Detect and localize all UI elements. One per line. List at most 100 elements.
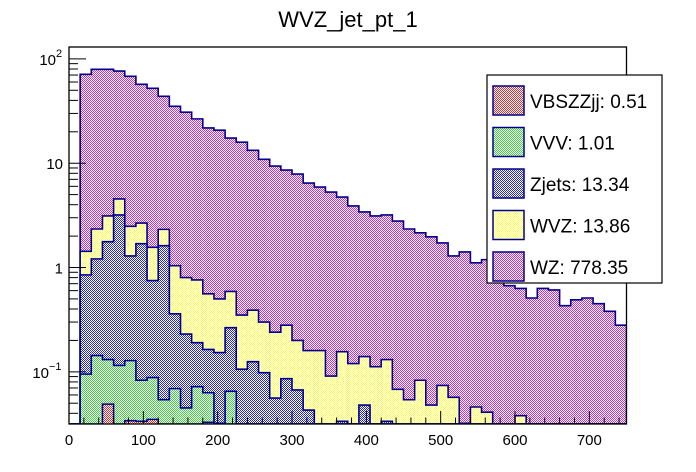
bar-zjets-bin-2 <box>91 258 103 424</box>
bar-wz-bin-21 <box>303 183 315 424</box>
series-zjets <box>69 214 627 424</box>
bar-wz-bin-36 <box>470 262 482 424</box>
bar-wz-bin-37 <box>481 259 493 424</box>
bar-wz-bin-27 <box>370 215 382 424</box>
bar-zjets-bin-13 <box>213 352 226 424</box>
bar-wz-bin-14 <box>225 138 237 424</box>
bar-wz-bin-41 <box>526 298 538 424</box>
outline-wvz <box>69 198 627 424</box>
y-tick-exponent: −1 <box>49 361 62 373</box>
bar-wvz-bin-36 <box>470 406 482 424</box>
bar-vvv-bin-1 <box>80 374 92 424</box>
bar-wvz-bin-22 <box>314 350 326 424</box>
x-tick-label: 0 <box>65 432 73 449</box>
bar-wz-bin-49 <box>615 325 627 424</box>
bar-wz-bin-20 <box>292 174 304 424</box>
bar-wz-bin-10 <box>180 112 192 424</box>
bar-wz-bin-29 <box>392 221 404 424</box>
bar-zjets-bin-8 <box>158 245 170 424</box>
bar-vvv-bin-5 <box>124 360 136 424</box>
chart-title: WVZ_jet_pt_1 <box>278 7 417 32</box>
legend-entry-wz: WZ: 778.35 <box>492 251 628 282</box>
bar-wvz-bin-30 <box>403 399 415 424</box>
bar-vbszzjj-bin-3 <box>102 404 114 424</box>
bar-wvz-bin-28 <box>381 359 393 424</box>
legend-label: VVV: 1.01 <box>530 134 615 155</box>
bar-wz-bin-40 <box>515 288 527 424</box>
y-tick-base: 10 <box>32 365 49 382</box>
bar-zjets-bin-4 <box>113 214 125 424</box>
bar-wz-bin-13 <box>213 130 226 424</box>
bar-wvz-bin-31 <box>414 380 426 424</box>
bar-zjets-bin-3 <box>102 241 114 424</box>
bar-wz-bin-44 <box>559 305 571 424</box>
legend-swatch-wvz <box>492 209 525 241</box>
bar-zjets-bin-24 <box>336 421 348 424</box>
legend-swatch-wz <box>492 251 525 282</box>
bar-wvz-bin-40 <box>515 415 527 424</box>
bar-zjets-bin-9 <box>169 313 181 424</box>
y-tick-label: 1 <box>55 261 63 278</box>
bar-wz-bin-23 <box>325 192 337 424</box>
bar-vvv-bin-3 <box>102 359 114 424</box>
legend-swatch-vvv <box>492 126 525 158</box>
legend-label: WZ: 778.35 <box>530 258 628 279</box>
bar-vbszzjj-bin-7 <box>147 419 159 424</box>
bar-wz-bin-35 <box>459 251 471 424</box>
y-tick-label: 10 −1 <box>32 361 61 382</box>
legend-swatch-vbszzjj <box>492 85 525 116</box>
bar-wz-bin-25 <box>347 205 359 424</box>
series-vvv <box>69 354 627 424</box>
bar-wvz-bin-27 <box>370 366 382 424</box>
x-tick-label: 700 <box>577 432 602 449</box>
bar-wz-bin-32 <box>425 236 437 424</box>
x-tick-label: 300 <box>279 432 304 449</box>
legend-label: WVZ: 13.86 <box>530 217 630 238</box>
bar-zjets-bin-7 <box>147 280 159 424</box>
bar-zjets-bin-20 <box>292 389 304 424</box>
outline-wz <box>69 68 627 424</box>
bar-zjets-bin-11 <box>191 342 203 424</box>
bar-vvv-bin-9 <box>169 388 181 424</box>
bar-wz-bin-12 <box>202 127 214 424</box>
bar-wz-bin-15 <box>236 142 248 424</box>
bar-wvz-bin-18 <box>269 332 281 424</box>
legend-entry-vbszzjj: VBSZZjj: 0.51 <box>492 85 647 116</box>
bar-vvv-bin-4 <box>113 365 125 424</box>
bar-vvv-bin-2 <box>91 355 103 424</box>
bar-zjets-bin-6 <box>135 243 148 424</box>
bar-wz-bin-30 <box>403 228 415 424</box>
y-tick-exponent: 2 <box>56 48 62 60</box>
bar-vvv-bin-10 <box>180 407 192 424</box>
bar-vvv-bin-8 <box>158 399 170 424</box>
bar-vvv-bin-7 <box>147 377 159 424</box>
y-tick-base: 10 <box>39 52 56 69</box>
bar-wz-bin-31 <box>414 232 426 424</box>
bar-vvv-bin-11 <box>191 386 203 424</box>
bar-zjets-bin-18 <box>269 398 281 424</box>
bar-wz-bin-33 <box>436 242 449 424</box>
bar-zjets-bin-10 <box>180 334 192 424</box>
x-tick-label: 200 <box>205 432 230 449</box>
legend-entry-zjets: Zjets: 13.34 <box>492 168 630 199</box>
bar-wz-bin-11 <box>191 118 203 424</box>
bar-wvz-bin-24 <box>336 351 348 424</box>
bar-wz-bin-46 <box>581 298 594 424</box>
legend-entry-vvv: VVV: 1.01 <box>492 126 615 158</box>
bar-wz-bin-47 <box>593 303 605 424</box>
bar-vvv-bin-6 <box>135 380 148 424</box>
legend-label: Zjets: 13.34 <box>530 175 630 196</box>
bar-wvz-bin-34 <box>448 397 460 424</box>
bar-zjets-bin-16 <box>247 361 259 424</box>
bar-wz-bin-48 <box>604 311 616 424</box>
x-axis: 0 100 200 300 400 500 600 700 <box>65 411 620 449</box>
bar-wvz-bin-23 <box>325 376 337 424</box>
bar-wz-bin-34 <box>448 255 460 424</box>
bar-wvz-bin-26 <box>358 356 371 424</box>
bar-vbszzjj-bin-5 <box>124 420 136 424</box>
bar-wz-bin-45 <box>570 299 582 424</box>
legend-swatch-zjets <box>492 168 525 199</box>
bar-wz-bin-28 <box>381 214 393 424</box>
bar-zjets-bin-5 <box>124 255 136 424</box>
